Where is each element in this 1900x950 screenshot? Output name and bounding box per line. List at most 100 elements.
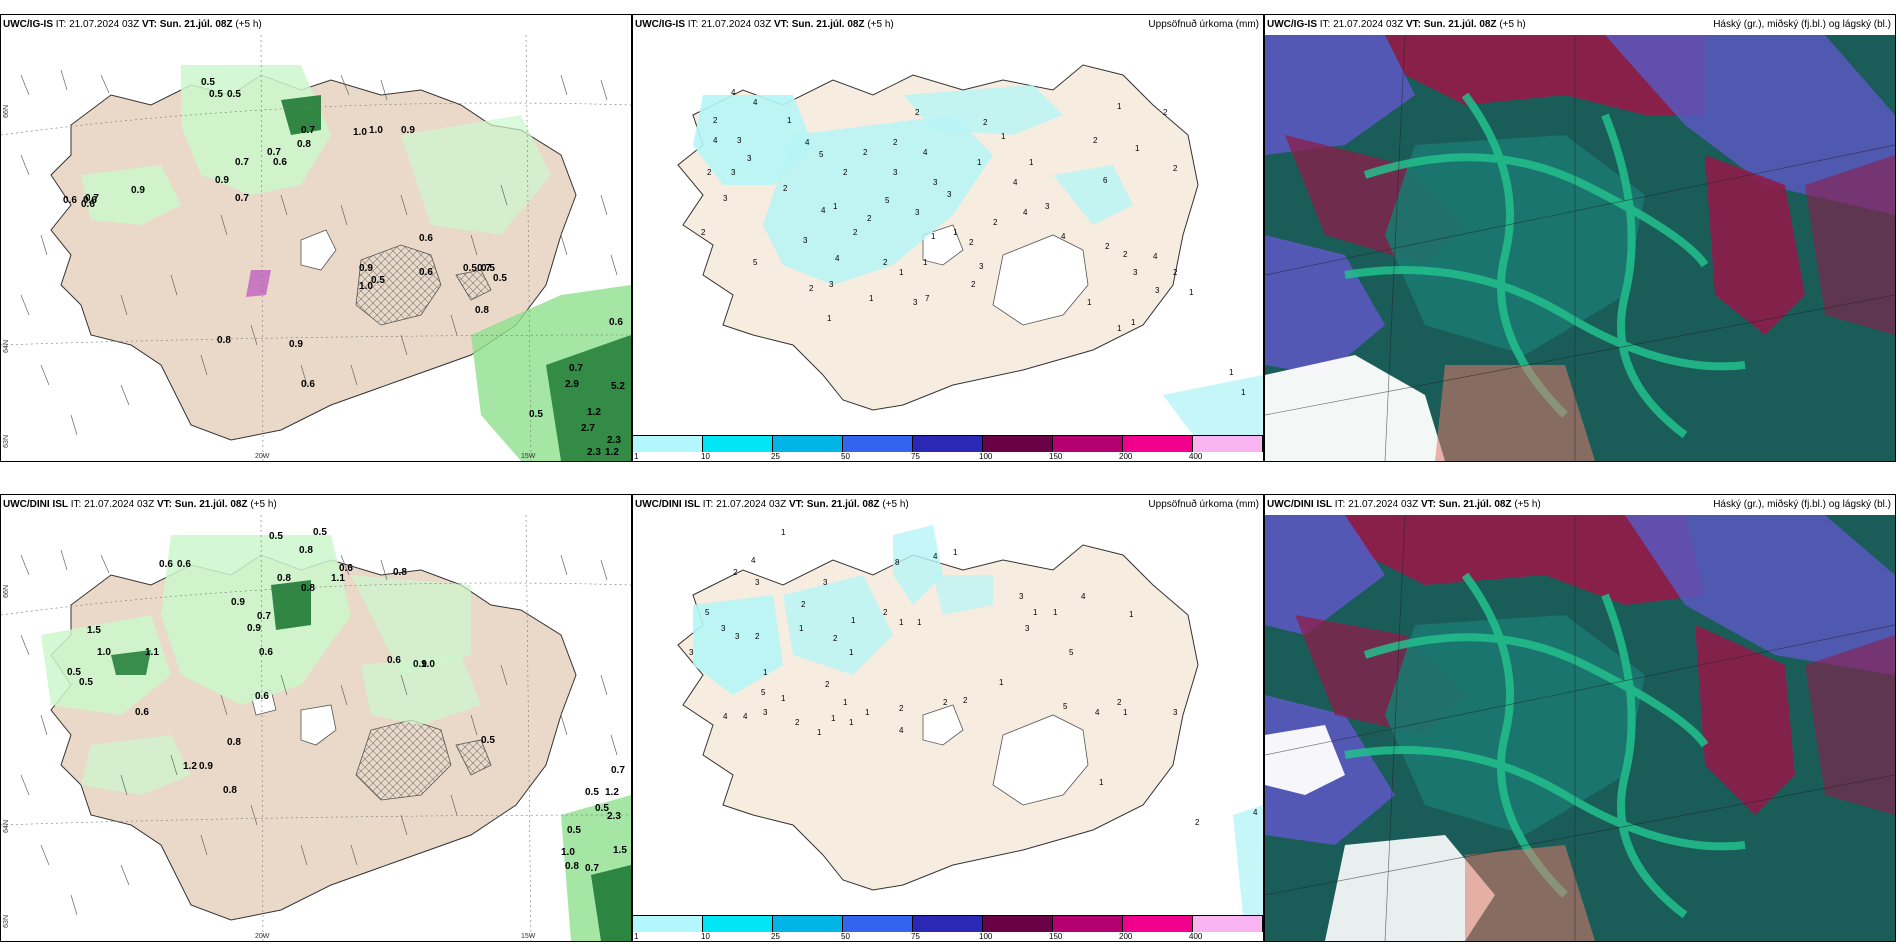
svg-text:0.8: 0.8 (277, 573, 291, 584)
precip-area (783, 575, 893, 675)
svg-text:2: 2 (795, 718, 800, 727)
svg-text:0.6: 0.6 (273, 157, 287, 168)
svg-text:2: 2 (863, 148, 868, 157)
cloud-mid-area (1265, 235, 1385, 375)
svg-text:2: 2 (963, 696, 968, 705)
colorbar-tick: 10 (701, 932, 710, 941)
svg-text:0.5: 0.5 (567, 825, 581, 836)
svg-text:0.6: 0.6 (81, 199, 95, 210)
svg-text:5: 5 (819, 150, 824, 159)
svg-text:5: 5 (885, 196, 890, 205)
cloud-mid-area (1605, 35, 1895, 215)
svg-text:0.7: 0.7 (235, 193, 249, 204)
precip-area (111, 650, 151, 675)
colorbar-tick: 75 (911, 932, 920, 941)
svg-text:3: 3 (979, 262, 984, 271)
svg-text:3: 3 (737, 136, 742, 145)
svg-text:1: 1 (923, 258, 928, 267)
panel-title: Uppsöfnuð úrkoma (mm) (1148, 499, 1259, 510)
valid-time: VT: Sun. 21.júl. 08Z (788, 499, 880, 510)
panel-header: UWC/IG-IS IT: 21.07.2024 03Z VT: Sun. 21… (635, 19, 1259, 33)
svg-text:0.5: 0.5 (227, 89, 241, 100)
svg-text:1: 1 (849, 648, 854, 657)
svg-text:0.5: 0.5 (201, 77, 215, 88)
svg-text:3: 3 (1173, 708, 1178, 717)
colorbar-bin (773, 916, 843, 932)
svg-text:1: 1 (899, 268, 904, 277)
svg-text:1: 1 (843, 698, 848, 707)
svg-text:2: 2 (843, 168, 848, 177)
panel-title: Uppsöfnuð úrkoma (mm) (1148, 19, 1259, 30)
svg-text:0.6: 0.6 (419, 267, 433, 278)
svg-text:3: 3 (913, 298, 918, 307)
panel-wind-precip-igis: UWC/IG-IS IT: 21.07.2024 03Z VT: Sun. 21… (0, 14, 632, 462)
svg-text:4: 4 (1253, 808, 1258, 817)
colorbar-bin (843, 916, 913, 932)
cloud-low-area (1465, 845, 1595, 941)
cloud-high-area (1345, 515, 1705, 605)
svg-text:1.5: 1.5 (613, 845, 627, 856)
svg-text:1.0: 1.0 (421, 659, 435, 670)
lead-time: (+5 h) (250, 499, 277, 510)
valid-time: VT: Sun. 21.júl. 08Z (156, 499, 248, 510)
cloud-low-area (1385, 135, 1645, 355)
svg-text:1: 1 (817, 728, 822, 737)
cloud-teal-edges (1344, 572, 1746, 919)
colorbar: 1 10 25 50 75 100 150 200 400 (633, 915, 1263, 941)
colorbar-bin (1053, 436, 1123, 452)
svg-text:2: 2 (833, 634, 838, 643)
svg-text:1.0: 1.0 (353, 127, 367, 138)
panel-title: Háský (gr.), miðský (fj.bl.) og lágský (… (1713, 499, 1891, 510)
colorbar-tick: 50 (841, 932, 850, 941)
svg-text:2: 2 (883, 608, 888, 617)
svg-text:1: 1 (1135, 144, 1140, 153)
precip-area (933, 575, 993, 615)
map-svg (1265, 35, 1895, 461)
glacier (300, 229, 337, 271)
svg-text:4: 4 (1095, 708, 1100, 717)
lon-label: 15W (521, 933, 536, 940)
colorbar-bin (913, 916, 983, 932)
svg-text:4: 4 (1153, 252, 1158, 261)
svg-text:0.7: 0.7 (569, 363, 583, 374)
svg-text:1.1: 1.1 (331, 573, 345, 584)
svg-text:0.6: 0.6 (177, 559, 191, 570)
lat-label: 64N (3, 340, 10, 353)
svg-text:0.6: 0.6 (387, 655, 401, 666)
colorbar: 1 10 25 50 75 100 150 200 400 (633, 435, 1263, 461)
model-name: UWC/IG-IS (3, 19, 53, 30)
cloud-mid-area (1625, 515, 1895, 675)
svg-text:4: 4 (835, 254, 840, 263)
svg-text:3: 3 (735, 632, 740, 641)
svg-text:0.5: 0.5 (209, 89, 223, 100)
precip-values: 1 1 4 2 3 2 3 1 8 4 5 3 3 2 2 1 3 1 2 1 (689, 528, 1258, 827)
svg-text:1.0: 1.0 (97, 647, 111, 658)
wind-barbs (20, 549, 618, 916)
svg-text:2: 2 (1163, 108, 1168, 117)
svg-text:3: 3 (731, 168, 736, 177)
svg-text:2.3: 2.3 (587, 447, 601, 458)
svg-text:0.6: 0.6 (339, 563, 353, 574)
precip-area (81, 165, 181, 225)
precip-area (351, 575, 471, 675)
glacier (455, 739, 492, 776)
svg-text:2: 2 (825, 680, 830, 689)
panel-accum-precip-dini: UWC/DINI ISL IT: 21.07.2024 03Z VT: Sun.… (632, 494, 1264, 942)
svg-text:1: 1 (899, 618, 904, 627)
svg-text:3: 3 (689, 648, 694, 657)
panel-clouds-dini: UWC/DINI ISL IT: 21.07.2024 03Z VT: Sun.… (1264, 494, 1896, 942)
svg-text:3: 3 (1155, 286, 1160, 295)
colorbar-tick: 150 (1049, 932, 1063, 941)
svg-text:2: 2 (1173, 164, 1178, 173)
svg-text:5: 5 (753, 258, 758, 267)
svg-text:0.7: 0.7 (257, 611, 271, 622)
cloud-mid-area (1265, 35, 1415, 155)
colorbar-tick: 75 (911, 452, 920, 461)
svg-text:4: 4 (743, 712, 748, 721)
colorbar-tick: 50 (841, 452, 850, 461)
lat-label: 66N (3, 585, 10, 598)
valid-time: VT: Sun. 21.júl. 08Z (1405, 19, 1497, 30)
svg-text:0.5: 0.5 (463, 263, 477, 274)
svg-text:4: 4 (1013, 178, 1018, 187)
glacier (992, 714, 1089, 806)
